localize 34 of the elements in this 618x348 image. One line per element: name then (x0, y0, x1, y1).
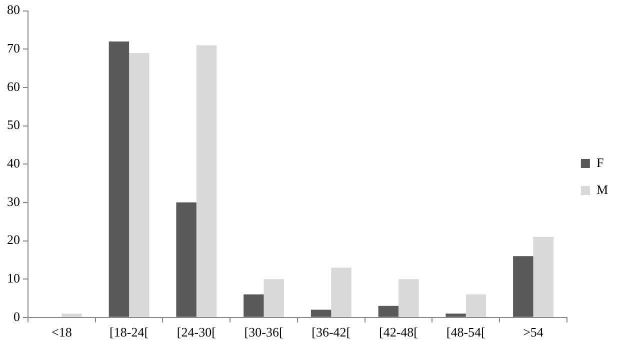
x-tick-label: [18-24[ (110, 324, 149, 340)
y-tick-label: 0 (14, 308, 20, 324)
bar (62, 314, 82, 317)
y-tick-label: 30 (7, 194, 20, 209)
bar (310, 310, 332, 317)
legend-label: F (596, 154, 604, 170)
x-tick-label: <18 (52, 324, 72, 340)
y-tick-label: 20 (7, 232, 20, 248)
y-tick-label: 10 (7, 270, 20, 286)
y-tick-label: 50 (7, 117, 20, 132)
bar (264, 279, 284, 317)
bar (398, 279, 419, 317)
bar (466, 294, 486, 317)
bar (244, 294, 264, 317)
bar (176, 202, 196, 317)
x-tick-label: [48-54[ (446, 324, 486, 340)
legend-label: M (596, 182, 608, 197)
y-tick-label: 40 (7, 156, 20, 171)
y-tick-label: 60 (7, 78, 20, 94)
x-tick-label: [36-42[ (312, 324, 351, 340)
bar (533, 236, 554, 317)
bar (331, 268, 352, 317)
x-tick-label: [42-48[ (379, 324, 418, 340)
bar (129, 52, 150, 317)
bar (378, 306, 399, 317)
y-tick-label: 80 (7, 2, 20, 18)
y-tick-label: 70 (7, 40, 20, 56)
bar (513, 256, 534, 317)
x-tick-label: [30-36[ (244, 324, 284, 340)
x-tick-label: >54 (523, 324, 544, 340)
bar (196, 45, 217, 317)
bar (446, 314, 466, 317)
x-tick-label: [24-30[ (176, 324, 216, 340)
bar (108, 41, 130, 317)
